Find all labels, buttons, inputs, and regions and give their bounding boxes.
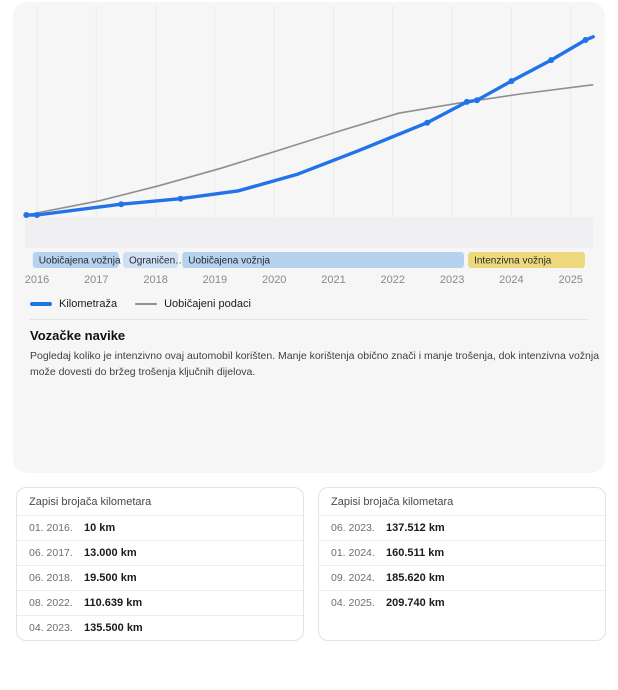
legend-item-uobicajeni-podaci: Uobičajeni podaci <box>135 298 251 310</box>
odometer-value: 19.500 km <box>84 572 137 584</box>
mileage-point <box>508 78 515 85</box>
mileage-point <box>463 98 470 105</box>
mileage-line <box>24 35 595 217</box>
odometer-value: 160.511 km <box>386 547 445 559</box>
axis-tick-label: 2023 <box>440 274 464 286</box>
odometer-date: 06. 2017. <box>29 547 73 559</box>
driving-band <box>123 252 179 268</box>
mileage-point <box>118 201 125 208</box>
odometer-date: 06. 2023. <box>331 522 375 534</box>
odometer-table-title: Zapisi brojača kilometara <box>17 488 303 516</box>
odometer-date: 04. 2025. <box>331 597 375 609</box>
axis-tick-label: 2019 <box>203 274 227 286</box>
odometer-row: 09. 2024. 185.620 km <box>319 566 605 591</box>
axis-tick-label: 2018 <box>143 274 167 286</box>
odometer-value: 10 km <box>84 522 116 534</box>
odometer-row: 04. 2025. 209.740 km <box>319 591 605 615</box>
section-divider <box>30 319 588 320</box>
driving-habits-title: Vozačke navike <box>30 328 126 343</box>
legend-label-kilometraza: Kilometraža <box>59 298 118 310</box>
driving-band-label: Ograničen… <box>129 256 185 267</box>
odometer-table-right: Zapisi brojača kilometara 06. 2023. 137.5… <box>318 487 606 641</box>
mileage-chart[interactable]: Uobičajena vožnja Ograničen… Uobičajena vo… <box>0 0 618 292</box>
odometer-date: 09. 2024. <box>331 572 375 584</box>
axis-tick-label: 2016 <box>25 274 49 286</box>
odometer-row: 06. 2018. 19.500 km <box>17 566 303 591</box>
mileage-point <box>582 37 589 43</box>
odometer-row: 08. 2022. 110.639 km <box>17 591 303 616</box>
kilometraza-swatch <box>30 302 52 306</box>
legend-label-uobicajeni-podaci: Uobičajeni podaci <box>164 298 251 310</box>
axis-tick-label: 2022 <box>381 274 405 286</box>
odometer-row: 01. 2016. 10 km <box>17 516 303 541</box>
axis-tick-label: 2017 <box>84 274 108 286</box>
driving-band-label: Intenzivna vožnja <box>474 256 552 267</box>
mileage-point <box>474 97 480 104</box>
odometer-row: 04. 2023. 135.500 km <box>17 616 303 640</box>
driving-band-label: Uobičajena vožnja <box>188 256 270 267</box>
odometer-table-title: Zapisi brojača kilometara <box>319 488 605 516</box>
odometer-row: 06. 2023. 137.512 km <box>319 516 605 541</box>
axis-tick-label: 2025 <box>558 274 582 286</box>
odometer-date: 08. 2022. <box>29 597 73 609</box>
odometer-value: 137.512 km <box>386 522 445 534</box>
odometer-date: 04. 2023. <box>29 622 73 634</box>
usual-swatch <box>135 303 158 305</box>
mileage-point <box>23 212 30 218</box>
odometer-table-body: 01. 2016. 10 km 06. 2017. 13.000 km 06. 2018… <box>17 516 303 640</box>
odometer-row: 01. 2024. 160.511 km <box>319 541 605 566</box>
odometer-value: 135.500 km <box>84 622 143 634</box>
driving-band <box>32 252 119 268</box>
mileage-point <box>34 212 40 218</box>
axis-tick-label: 2024 <box>499 274 523 286</box>
chart-legend: Kilometraža Uobičajeni podaci <box>30 298 251 310</box>
odometer-value: 209.740 km <box>386 597 445 609</box>
odometer-row: 06. 2017. 13.000 km <box>17 541 303 566</box>
driving-band <box>468 252 585 268</box>
odometer-table-body: 06. 2023. 137.512 km 01. 2024. 160.511 km 09… <box>319 516 605 615</box>
odometer-date: 01. 2024. <box>331 547 375 559</box>
odometer-date: 06. 2018. <box>29 572 73 584</box>
odometer-value: 110.639 km <box>84 597 143 609</box>
odometer-value: 185.620 km <box>386 572 445 584</box>
odometer-table-left: Zapisi brojača kilometara 01. 2016. 10 km… <box>16 487 304 641</box>
axis-tick-label: 2021 <box>321 274 345 286</box>
mileage-point <box>548 57 555 64</box>
driving-habits-description: Pogledaj koliko je intenzivno ovaj autom… <box>30 350 600 378</box>
odometer-tables: Zapisi brojača kilometara 01. 2016. 10 km… <box>16 487 606 641</box>
odometer-date: 01. 2016. <box>29 522 73 534</box>
mileage-point <box>424 119 431 126</box>
usual-data-line <box>25 84 594 216</box>
driving-band-label: Uobičajena vožnja <box>39 256 121 267</box>
odometer-value: 13.000 km <box>84 547 137 559</box>
driving-band <box>182 252 465 268</box>
axis-tick-label: 2020 <box>262 274 286 286</box>
legend-item-kilometraza: Kilometraža <box>30 298 117 310</box>
baseline-strip <box>25 217 593 248</box>
mileage-point <box>177 195 184 202</box>
